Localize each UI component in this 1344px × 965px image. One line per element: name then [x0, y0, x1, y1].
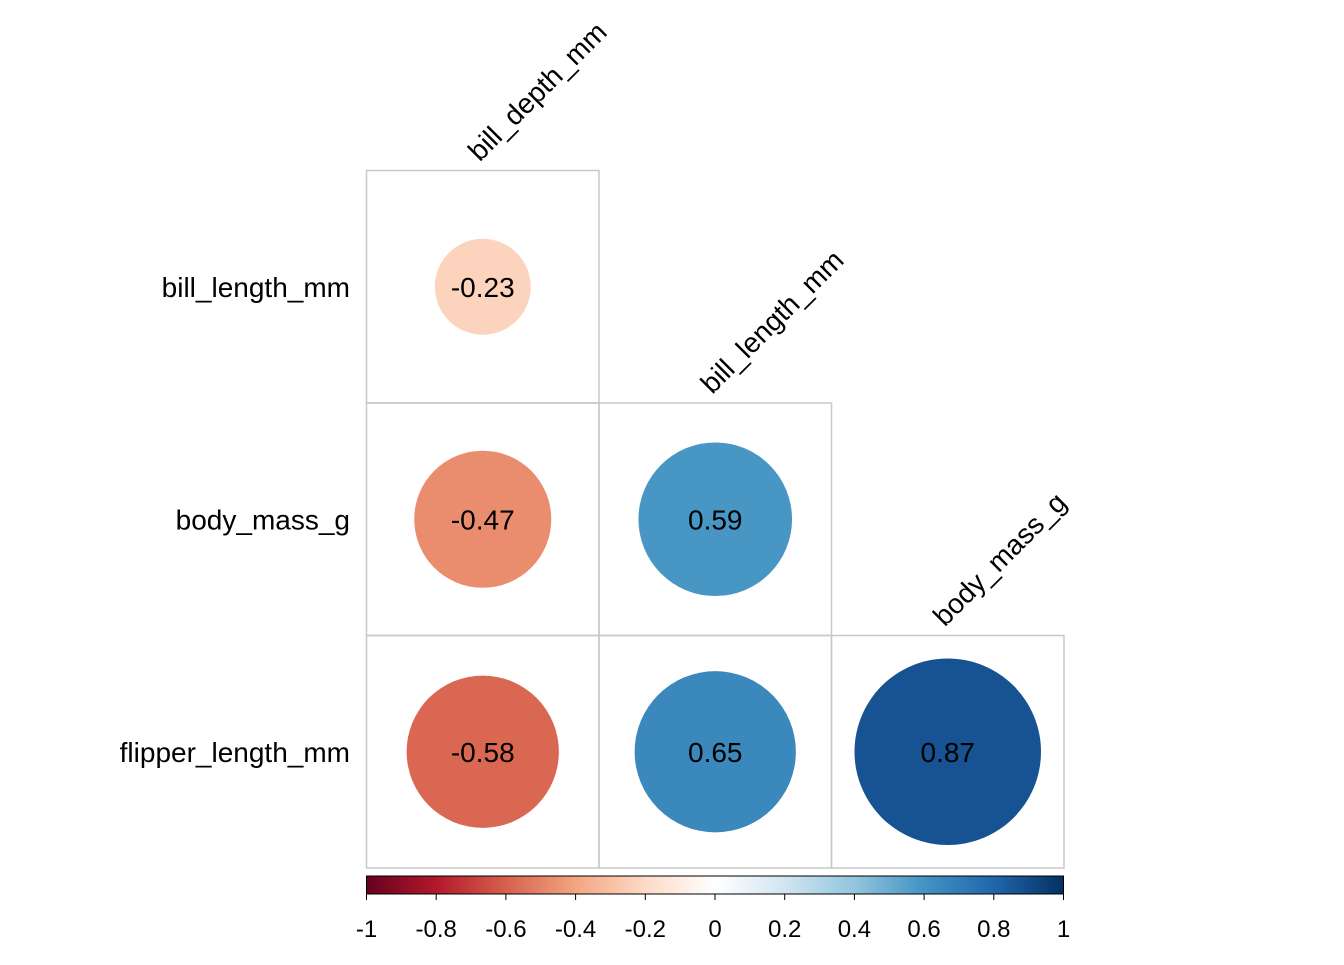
colorbar-tick-label: -0.8: [416, 916, 457, 943]
column-label-bill-depth-mm: bill_depth_mm: [462, 16, 613, 167]
corr-circle-flipper-length-mm-bill-depth-mm: [406, 675, 559, 828]
colorbar-tick-label: -0.6: [485, 916, 526, 943]
colorbar-tick-label: -0.2: [625, 916, 666, 943]
colorbar-tick-label: 0: [708, 916, 721, 943]
corr-value-body-mass-g-bill-depth-mm: -0.47: [451, 504, 515, 535]
corr-circle-body-mass-g-bill-depth-mm: [414, 450, 552, 588]
colorbar-tick-label: -1: [356, 916, 377, 943]
colorbar-tick-label: 0.8: [977, 916, 1010, 943]
corr-circle-flipper-length-mm-body-mass-g: [854, 658, 1042, 846]
grid-cell-flipper-length-mm-body-mass-g: [830, 634, 1065, 869]
colorbar-tick-label: 0.6: [907, 916, 940, 943]
colorbar: [366, 875, 1064, 895]
colorbar-tick-label: 0.4: [838, 916, 871, 943]
column-label-body-mass-g: body_mass_g: [927, 487, 1072, 632]
corr-circle-flipper-length-mm-bill-length-mm: [634, 671, 796, 833]
row-labels: bill_length_mm body_mass_g flipper_length_…: [120, 272, 350, 768]
matrix-cells: -0.23 -0.47 0.59 -0.58 0.65 0.87: [365, 169, 1065, 869]
corr-value-flipper-length-mm-body-mass-g: 0.87: [921, 737, 976, 768]
colorbar-tick-label: -0.4: [555, 916, 596, 943]
row-label-flipper-length-mm: flipper_length_mm: [120, 737, 350, 768]
row-label-bill-length-mm: bill_length_mm: [162, 272, 350, 303]
colorbar-legend: -1 -0.8 -0.6 -0.4 -0.2 0 0.2 0.4 0.6 0.8 1: [356, 875, 1070, 943]
colorbar-tick-label: 0.2: [768, 916, 801, 943]
corr-circle-body-mass-g-bill-length-mm: [638, 442, 793, 597]
corr-value-bill-length-mm-bill-depth-mm: -0.23: [451, 272, 515, 303]
corr-value-flipper-length-mm-bill-depth-mm: -0.58: [451, 737, 515, 768]
row-label-body-mass-g: body_mass_g: [176, 504, 350, 535]
corr-value-body-mass-g-bill-length-mm: 0.59: [688, 504, 743, 535]
colorbar-tick-label: 1: [1057, 916, 1070, 943]
corr-value-flipper-length-mm-bill-length-mm: 0.65: [688, 737, 743, 768]
column-label-bill-length-mm: bill_length_mm: [695, 244, 850, 399]
corr-circle-bill-length-mm-bill-depth-mm: [434, 238, 531, 335]
